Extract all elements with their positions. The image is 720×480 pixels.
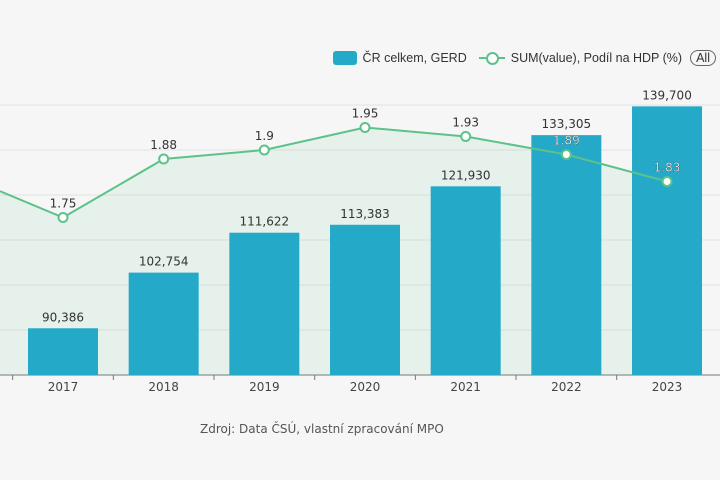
bar-2019 [229, 232, 300, 375]
x-tick-label-2023: 2023 [652, 380, 683, 394]
line-point-2017 [57, 212, 69, 223]
x-tick-label-2020: 2020 [350, 380, 381, 394]
line-series [0, 126, 668, 219]
line-label-2018: 1.88 [150, 138, 177, 152]
bar-label-2017: 90,386 [42, 310, 84, 324]
bar-label-2021: 121,930 [441, 168, 491, 182]
x-tick-label-2017: 2017 [48, 380, 79, 394]
source-note: Zdroj: Data ČSÚ, vlastní zpracování MPO [200, 422, 444, 436]
legend-line-label[interactable]: SUM(value), Podíl na HDP (%) [510, 51, 683, 65]
x-tick-label-2019: 2019 [249, 380, 280, 394]
x-tick-label-2022: 2022 [551, 380, 582, 394]
line-point-2021 [460, 131, 472, 142]
x-tick-label-2018: 2018 [148, 380, 179, 394]
legend-line-swatch[interactable] [478, 51, 505, 65]
line-label-2022: 1.89 [553, 134, 580, 148]
legend-bar-label[interactable]: ČR celkem, GERD [362, 51, 467, 65]
bar-2021 [430, 186, 501, 375]
line-label-2017: 1.75 [50, 197, 77, 211]
x-tick-label-2021: 2021 [450, 380, 481, 394]
line-label-2020: 1.95 [352, 107, 379, 121]
line-label-2021: 1.93 [452, 116, 479, 130]
line-point-2020 [359, 122, 371, 133]
line-point-2022 [560, 149, 572, 160]
bar-2018 [128, 272, 199, 375]
bar-label-2020: 113,383 [340, 207, 390, 221]
all-button[interactable]: All [690, 50, 716, 66]
line-point-2018 [158, 153, 170, 165]
bar-2020 [330, 224, 401, 375]
line-label-2023: 1.83 [654, 161, 681, 175]
legend: ČR celkem, GERD SUM(value), Podíl na HDP… [332, 50, 716, 66]
bar-2023 [632, 106, 703, 375]
bar-label-2018: 102,754 [139, 255, 189, 269]
line-point-2019 [258, 144, 270, 156]
bar-2017 [28, 328, 98, 375]
line-point-2023 [661, 176, 673, 187]
line-label-2019: 1.9 [255, 129, 274, 143]
bar-2022 [531, 135, 602, 375]
bar-label-2022: 133,305 [542, 117, 592, 131]
bar-label-2023: 139,700 [642, 88, 692, 102]
bar-label-2019: 111,622 [240, 215, 290, 229]
legend-bar-swatch[interactable] [332, 51, 357, 65]
